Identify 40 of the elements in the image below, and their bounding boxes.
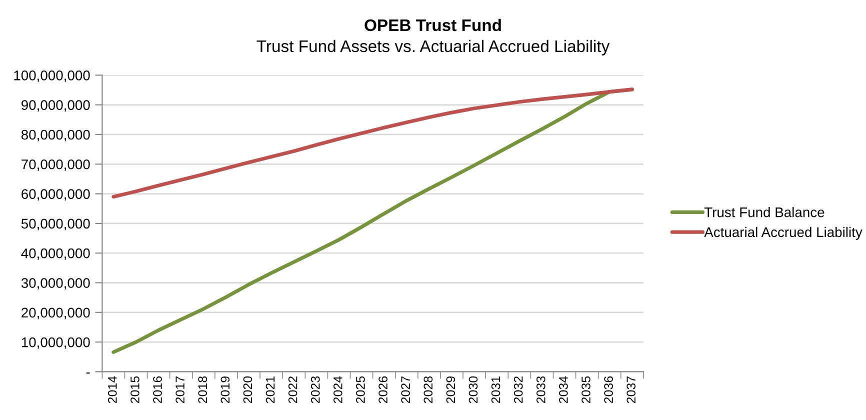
- x-tick-label: 2022: [288, 376, 298, 404]
- x-tick-label: 2028: [424, 376, 433, 404]
- x-tick-label: 2026: [378, 376, 388, 404]
- x-tick-label: 2014: [108, 376, 117, 404]
- y-tick-label: 100,000,000: [14, 70, 90, 82]
- x-tick-label: 2020: [243, 376, 252, 404]
- y-tick-label: 80,000,000: [21, 130, 90, 142]
- x-tick-label: 2032: [514, 376, 523, 404]
- x-tick-label: 2019: [220, 376, 230, 404]
- y-tick-label: 30,000,000: [21, 278, 90, 290]
- y-tick-label: 70,000,000: [22, 159, 90, 171]
- x-tick-label: 2021: [266, 376, 275, 404]
- y-tick-label: -: [86, 372, 90, 374]
- x-tick-label: 2017: [176, 376, 184, 404]
- y-tick-label: 60,000,000: [22, 189, 90, 201]
- y-tick-label: 20,000,000: [22, 308, 90, 320]
- x-tick-label: 2016: [153, 376, 162, 404]
- y-tick-label: 90,000,000: [22, 100, 90, 112]
- y-tick-label: 50,000,000: [21, 218, 90, 230]
- x-tick-label: 2031: [491, 376, 500, 404]
- x-tick-label: 2025: [356, 376, 365, 404]
- x-tick-label: 2018: [198, 376, 208, 404]
- x-tick-label: 2027: [401, 376, 410, 404]
- chart-subtitle: Trust Fund Assets vs. Actuarial Accrued Liability: [256, 40, 610, 56]
- y-tick-label: 40,000,000: [21, 248, 90, 260]
- y-tick-label: 10,000,000: [22, 337, 90, 349]
- legend-label: Trust Fund Balance: [704, 207, 824, 218]
- x-tick-label: 2035: [582, 376, 590, 404]
- x-tick-label: 2029: [446, 376, 456, 404]
- x-tick-label: 2037: [626, 376, 636, 404]
- x-tick-label: 2015: [130, 376, 140, 404]
- x-tick-label: 2033: [536, 376, 546, 404]
- x-tick-label: 2024: [333, 376, 342, 404]
- chart-title: OPEB Trust Fund: [364, 18, 501, 32]
- line-series: [112, 88, 634, 199]
- x-tick-label: 2030: [468, 376, 478, 404]
- x-tick-label: 2036: [604, 376, 613, 404]
- x-tick-label: 2034: [559, 376, 568, 404]
- legend-label: Actuarial Accrued Liability: [704, 226, 862, 240]
- x-tick-label: 2023: [310, 376, 320, 404]
